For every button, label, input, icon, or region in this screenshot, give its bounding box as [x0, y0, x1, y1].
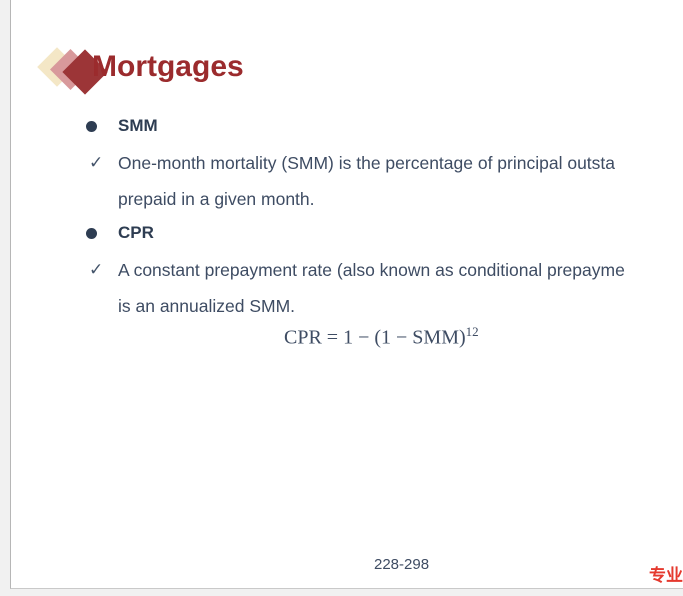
bullet-heading-cpr: CPR — [118, 223, 154, 242]
cpr-formula: CPR = 1 − (1 − SMM)12 — [284, 324, 479, 350]
bullet-heading-smm: SMM — [118, 116, 158, 135]
slide-title: Mortgages — [92, 50, 244, 83]
cpr-formula-base: CPR = 1 − (1 − SMM) — [284, 326, 466, 349]
check-icon: ✓ — [89, 153, 104, 172]
page-number: 228-298 — [374, 556, 430, 573]
body-line-smm-1: One-month mortality (SMM) is the percent… — [118, 153, 616, 173]
body-line-cpr-1: A constant prepayment rate (also known a… — [118, 260, 625, 280]
watermark-text: 专业 — [649, 566, 683, 585]
check-icon: ✓ — [89, 260, 104, 279]
bullet-dot — [86, 228, 97, 239]
body-line-cpr-2: is an annualized SMM. — [118, 296, 296, 316]
body-line-smm-2: prepaid in a given month. — [118, 189, 315, 209]
slide-canvas: Mortgages SMM ✓ One-month mortality (SMM… — [10, 0, 683, 589]
bullet-dot — [86, 121, 97, 132]
cpr-formula-exponent: 12 — [465, 324, 479, 339]
